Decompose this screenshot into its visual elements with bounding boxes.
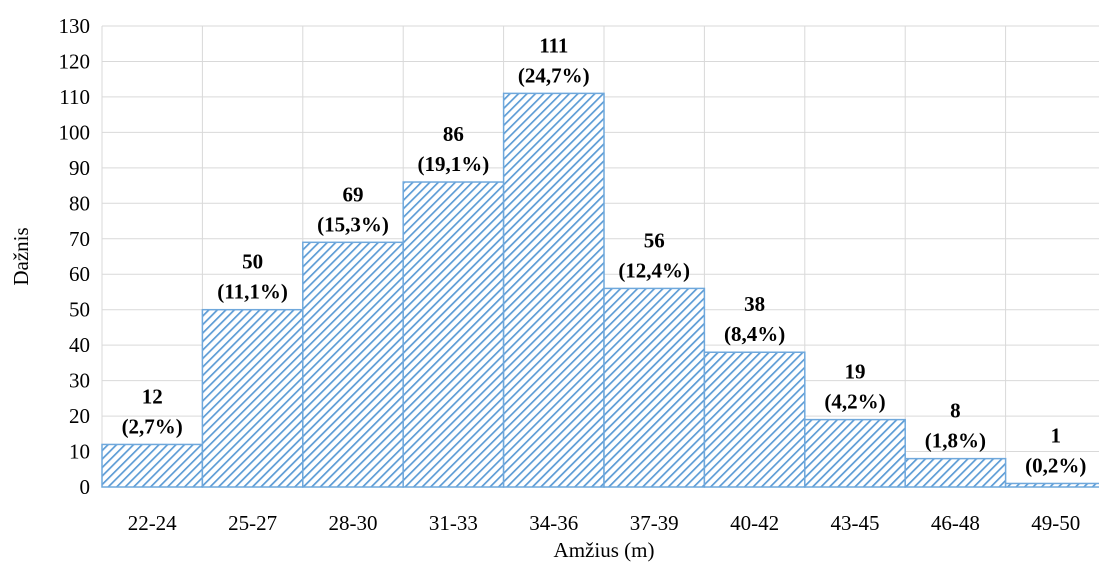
bar-value-label: 50 xyxy=(242,250,263,274)
bar-percent-label: (24,7%) xyxy=(518,63,590,87)
bar-37-39 xyxy=(603,287,706,488)
y-tick-label: 80 xyxy=(69,191,90,215)
x-axis-ticks: 22-24 25-27 28-30 31-33 34-36 37-39 40-42 43-45… xyxy=(128,511,1081,535)
bar-40-42 xyxy=(703,351,806,488)
x-tick-label: 34-36 xyxy=(529,511,578,535)
y-tick-label: 110 xyxy=(59,85,90,109)
bar-value-label: 19 xyxy=(845,360,866,384)
bar-value-label: 38 xyxy=(744,292,765,316)
bar-percent-label: (19,1%) xyxy=(418,152,490,176)
y-tick-label: 0 xyxy=(80,475,91,499)
y-tick-label: 100 xyxy=(59,120,91,144)
bar-25-27 xyxy=(201,308,304,488)
bar-22-24 xyxy=(101,443,204,488)
data-labels: 12 (2,7%) 50 (11,1%) 69 (15,3%) 86 (19,1%) 111 (2… xyxy=(122,33,1087,477)
bar-value-label: 86 xyxy=(443,122,464,146)
bar-value-label: 111 xyxy=(539,33,568,57)
y-axis-title: Dažnis xyxy=(9,227,33,285)
bar-value-label: 8 xyxy=(950,399,961,423)
bar-value-label: 1 xyxy=(1051,423,1062,447)
y-tick-label: 50 xyxy=(69,298,90,322)
bar-43-45 xyxy=(804,418,906,488)
bars xyxy=(101,92,1099,488)
bar-percent-label: (11,1%) xyxy=(217,280,288,304)
bar-31-33 xyxy=(402,181,505,488)
y-tick-label: 70 xyxy=(69,227,90,251)
bar-49-50 xyxy=(1004,482,1099,488)
x-tick-label: 22-24 xyxy=(128,511,177,535)
bar-percent-label: (12,4%) xyxy=(618,258,690,282)
y-tick-label: 120 xyxy=(59,49,91,73)
x-axis-title: Amžius (m) xyxy=(554,538,655,562)
bar-value-label: 56 xyxy=(644,228,665,252)
bar-28-30 xyxy=(302,241,404,488)
y-tick-label: 90 xyxy=(69,156,90,180)
y-tick-label: 40 xyxy=(69,333,90,357)
y-tick-label: 10 xyxy=(69,440,90,464)
x-tick-label: 28-30 xyxy=(329,511,378,535)
y-tick-label: 30 xyxy=(69,369,90,393)
bar-percent-label: (2,7%) xyxy=(122,414,183,438)
x-tick-label: 49-50 xyxy=(1031,511,1080,535)
x-tick-label: 31-33 xyxy=(429,511,478,535)
bar-46-48 xyxy=(904,457,1007,488)
bar-percent-label: (4,2%) xyxy=(824,390,885,414)
bar-percent-label: (1,8%) xyxy=(925,429,986,453)
x-tick-label: 43-45 xyxy=(831,511,880,535)
bar-percent-label: (15,3%) xyxy=(317,212,389,236)
y-tick-label: 60 xyxy=(69,262,90,286)
y-tick-label: 130 xyxy=(59,14,91,38)
bar-value-label: 69 xyxy=(343,182,364,206)
x-tick-label: 46-48 xyxy=(931,511,980,535)
bar-value-label: 12 xyxy=(142,384,163,408)
y-axis-ticks: 0 10 20 30 40 50 60 70 80 90 100 110 120 130 xyxy=(59,14,91,499)
bar-34-36 xyxy=(502,92,605,488)
x-tick-label: 25-27 xyxy=(228,511,277,535)
bar-percent-label: (0,2%) xyxy=(1025,453,1086,477)
x-tick-label: 40-42 xyxy=(730,511,779,535)
bar-percent-label: (8,4%) xyxy=(724,322,785,346)
x-tick-label: 37-39 xyxy=(630,511,679,535)
y-tick-label: 20 xyxy=(69,404,90,428)
